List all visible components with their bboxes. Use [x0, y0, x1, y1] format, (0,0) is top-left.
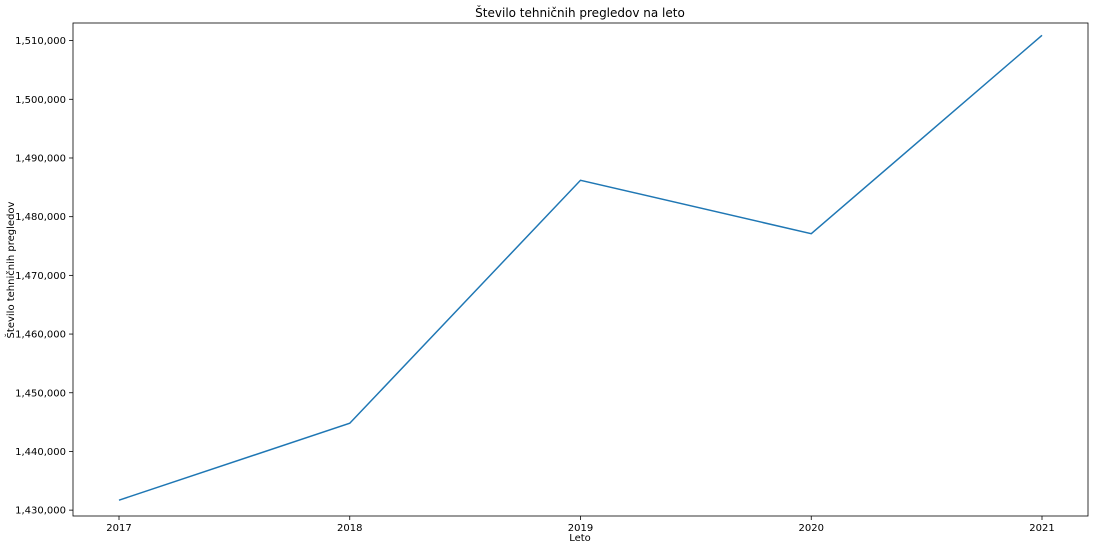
plot-frame — [72, 22, 1089, 517]
y-tick-label: 1,490,000 — [15, 153, 66, 164]
x-tick-label: 2017 — [106, 523, 131, 534]
x-tick-label: 2021 — [1029, 523, 1054, 534]
series-line — [118, 34, 1043, 501]
chart-title: Število tehničnih pregledov na leto — [475, 5, 685, 20]
y-tick-label: 1,450,000 — [15, 388, 66, 399]
x-tick-label: 2018 — [337, 523, 362, 534]
y-axis-label: Število tehničnih pregledov — [4, 201, 17, 338]
y-tick-label: 1,460,000 — [15, 330, 66, 341]
x-axis-label: Leto — [569, 533, 591, 541]
series-layer — [118, 34, 1043, 501]
y-tick-label: 1,440,000 — [15, 447, 66, 458]
y-tick-label: 1,430,000 — [15, 506, 66, 517]
x-axis: 2017 2018 2019 2020 2021 — [106, 516, 1055, 534]
x-tick-label: 2020 — [799, 523, 824, 534]
y-tick-label: 1,470,000 — [15, 271, 66, 282]
y-axis: 1,430,000 1,440,000 1,450,000 1,460,000 1,47… — [15, 36, 73, 517]
y-tick-label: 1,510,000 — [15, 36, 66, 47]
y-tick-label: 1,480,000 — [15, 212, 66, 223]
y-tick-label: 1,500,000 — [15, 95, 66, 106]
x-tick-label: 2019 — [568, 523, 593, 534]
